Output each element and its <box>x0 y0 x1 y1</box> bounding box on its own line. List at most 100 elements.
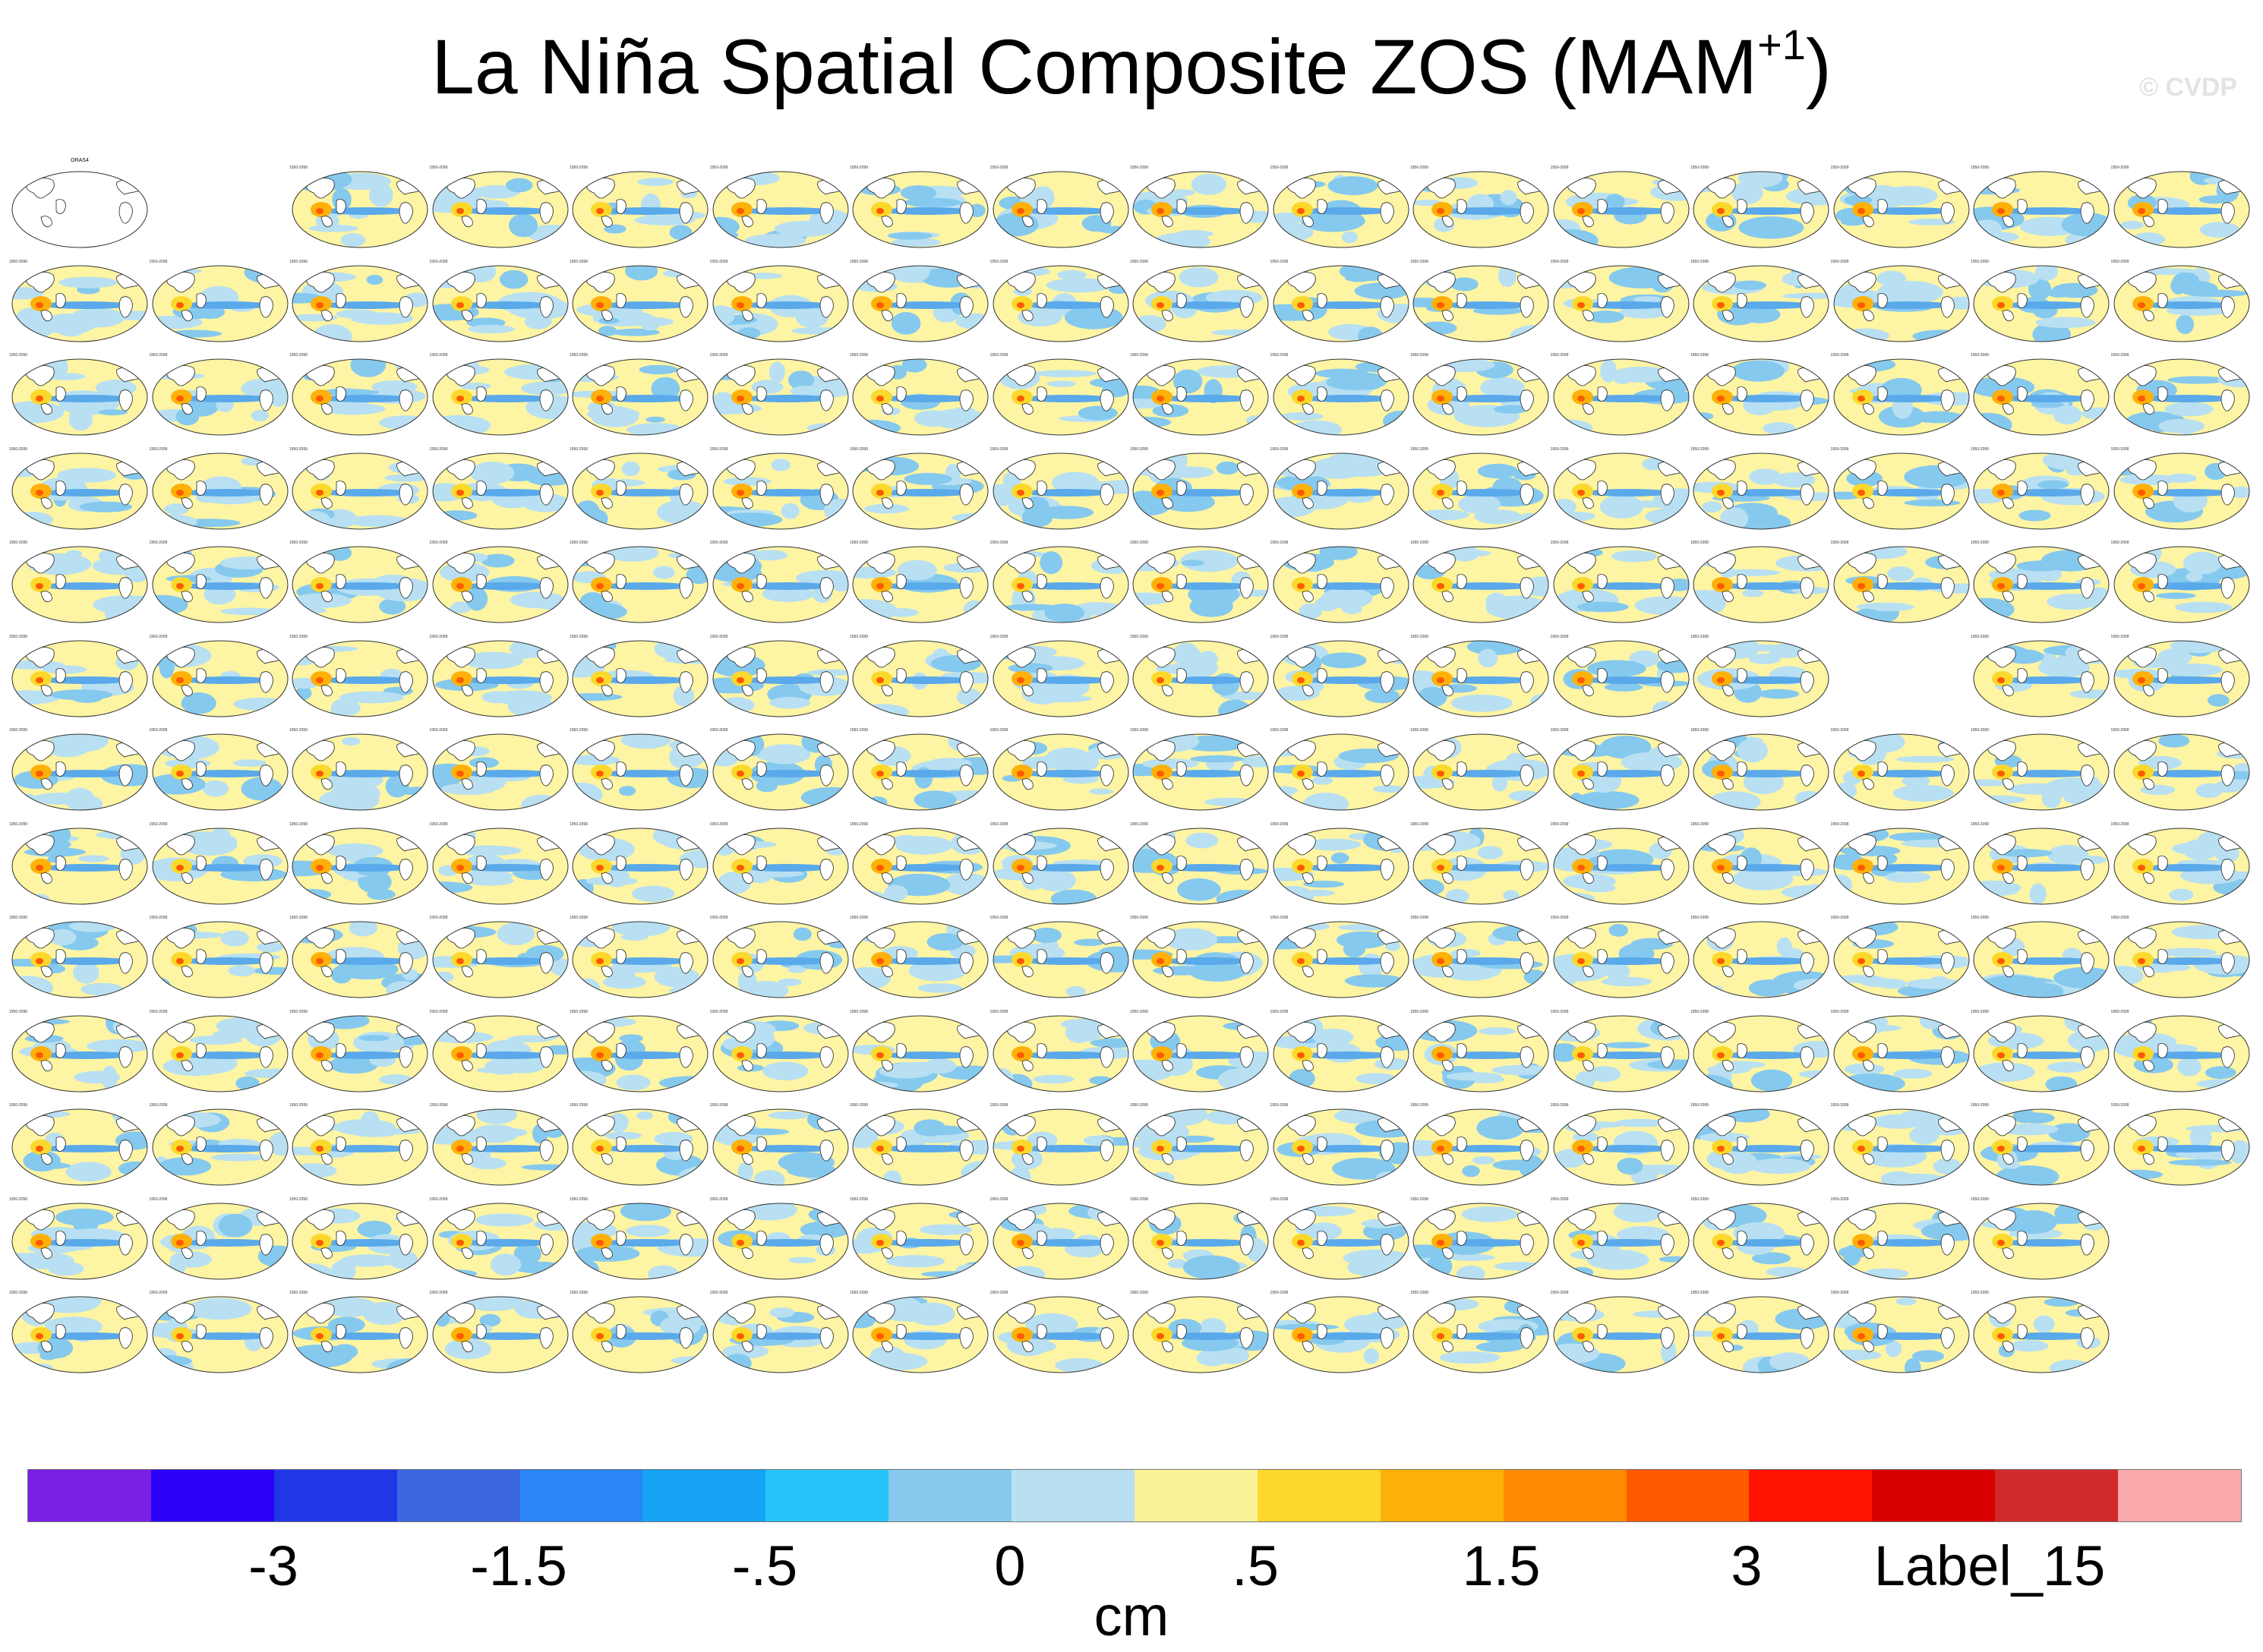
panel-years: 1950-2099 <box>1690 446 1709 452</box>
model-map-panel: 1950-2099 <box>850 1283 991 1380</box>
model-map-panel: 1950-2099 <box>1831 1190 1972 1287</box>
colorbar-swatch <box>1503 1470 1627 1521</box>
model-map-panel: 1950-2099 <box>1690 440 1832 537</box>
map-plot <box>1273 265 1409 342</box>
map-plot <box>712 1296 848 1373</box>
map-plot <box>1412 452 1549 529</box>
model-map-panel: 1950-2099 <box>1270 345 1412 443</box>
map-plot <box>1833 828 1969 904</box>
map-plot <box>1412 640 1549 717</box>
model-map-panel: 1950-2099 <box>570 158 711 255</box>
panel-years: 1950-2099 <box>1971 728 1989 733</box>
model-map-panel: 1950-2099 <box>1270 1283 1412 1380</box>
model-map-panel: 1950-2099 <box>150 815 291 912</box>
model-map-panel: 1950-2099 <box>289 1190 431 1287</box>
map-plot <box>993 546 1128 623</box>
map-plot <box>1553 171 1689 248</box>
panel-years: 1950-2099 <box>850 446 868 452</box>
watermark: © CVDP <box>2139 73 2237 102</box>
model-map-panel: 1950-2099 <box>1270 158 1412 255</box>
model-map-panel: 1950-2099 <box>9 533 150 630</box>
map-plot <box>432 1203 568 1279</box>
map-plot <box>712 452 848 529</box>
colorbar-tick-label: 1.5 <box>1462 1534 1541 1597</box>
model-map-panel: 1950-2099 <box>430 1283 571 1380</box>
map-plot <box>152 733 288 811</box>
panel-years: 1950-2099 <box>289 1291 308 1295</box>
panel-years: 1950-2099 <box>2110 916 2129 920</box>
colorbar-swatch <box>888 1470 1012 1521</box>
map-plot <box>1412 1015 1549 1092</box>
model-map-panel: 1950-2099 <box>1270 252 1412 349</box>
panel-years: 1950-2099 <box>9 1291 27 1295</box>
colorbar-swatch <box>1872 1470 1996 1521</box>
map-plot <box>1132 1203 1269 1279</box>
panel-years: 1950-2099 <box>709 634 728 639</box>
map-plot <box>292 1203 428 1279</box>
panel-years: 1950-2099 <box>1270 634 1289 639</box>
panel-years: 1950-2099 <box>1130 821 1148 827</box>
panel-years: 1950-2099 <box>1550 1196 1569 1202</box>
model-map-panel: 1950-2099 <box>570 252 711 349</box>
model-map-panel: 1950-2099 <box>289 440 431 537</box>
model-map-panel: 1950-2099 <box>1551 720 1692 818</box>
panel-years: 1950-2099 <box>1690 541 1709 545</box>
map-plot <box>1973 452 2110 529</box>
model-map-panel: 1950-2099 <box>990 1283 1132 1380</box>
model-map-panel: 1950-2099 <box>1410 533 1551 630</box>
colorbar-swatch <box>273 1470 397 1521</box>
map-plot <box>11 640 148 717</box>
panel-years: 1950-2099 <box>1830 166 1849 170</box>
panel-years: 1950-2099 <box>9 1196 27 1202</box>
map-plot <box>1833 921 1969 998</box>
panel-years: 1950-2099 <box>289 541 308 545</box>
panel-years: 1950-2099 <box>1270 1196 1289 1202</box>
map-plot <box>1973 921 2110 998</box>
model-map-panel: 1950-2099 <box>1410 1096 1551 1193</box>
model-map-panel: 1950-2099 <box>850 252 991 349</box>
map-plot <box>432 921 568 998</box>
model-map-panel: 1950-2099 <box>1971 1002 2112 1099</box>
model-map-panel: 1950-2099 <box>430 440 571 537</box>
map-plot <box>852 358 989 436</box>
panel-years: 1950-2099 <box>9 446 27 452</box>
colorbar-swatch <box>1135 1470 1258 1521</box>
model-map-panel: 1950-2099 <box>430 1190 571 1287</box>
map-plot <box>852 1108 989 1186</box>
map-plot <box>292 358 428 436</box>
map-plot <box>1833 1108 1969 1186</box>
panel-years: 1950-2099 <box>989 1009 1008 1014</box>
model-map-panel: 1950-2099 <box>710 1283 851 1380</box>
panel-years: 1950-2099 <box>709 446 728 452</box>
map-plot <box>432 171 568 248</box>
map-plot <box>2113 358 2249 436</box>
panel-years: 1950-2099 <box>429 353 448 358</box>
map-plot <box>993 828 1128 904</box>
map-plot <box>993 1203 1128 1279</box>
map-plot <box>852 828 989 904</box>
map-plot <box>2113 265 2249 342</box>
panel-years: 1950-2099 <box>850 1103 868 1108</box>
panel-years: 1950-2099 <box>1130 166 1148 170</box>
map-plot <box>1553 1296 1689 1373</box>
map-plot <box>1273 1296 1409 1373</box>
map-plot <box>1273 1203 1409 1279</box>
colorbar-swatch <box>1995 1470 2119 1521</box>
title-close: ) <box>1805 24 1832 110</box>
panel-years: 1950-2099 <box>1971 916 1989 920</box>
model-map-panel: 1950-2099 <box>9 252 150 349</box>
model-map-panel: 1950-2099 <box>1270 533 1412 630</box>
map-plot <box>712 1015 848 1092</box>
panel-years: 1950-2099 <box>2110 821 2129 827</box>
panel-years: 1950-2099 <box>850 259 868 264</box>
map-plot <box>1693 1108 1829 1186</box>
panel-years: 1950-2099 <box>1130 634 1148 639</box>
model-map-panel: 1950-2099 <box>1690 627 1832 724</box>
colorbar-swatch <box>1380 1470 1504 1521</box>
model-map-panel: 1950-2099 <box>1410 720 1551 818</box>
map-plot <box>152 640 288 717</box>
colorbar-swatch <box>396 1470 520 1521</box>
model-map-panel: 1950-2099 <box>1270 627 1412 724</box>
map-plot <box>1412 1203 1549 1279</box>
model-map-panel: 1950-2099 <box>150 908 291 1005</box>
